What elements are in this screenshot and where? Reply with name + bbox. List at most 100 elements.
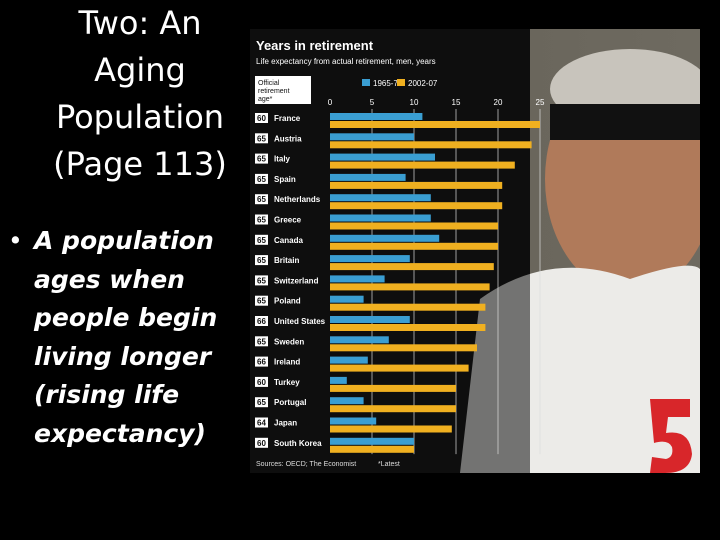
retirement-age-label: 65: [257, 398, 266, 407]
retirement-age-label: 65: [257, 337, 266, 346]
bar-1965-70: [330, 376, 347, 384]
title-line: (Page 113): [53, 145, 227, 183]
bar-2002-07: [330, 425, 452, 433]
country-label: Spain: [274, 175, 296, 184]
bar-1965-70: [330, 234, 440, 242]
retirement-age-label: 66: [257, 317, 266, 326]
country-label: Britain: [274, 256, 299, 265]
bar-2002-07: [330, 222, 498, 230]
bar-1965-70: [330, 356, 368, 364]
bar-1965-70: [330, 275, 385, 283]
x-tick-label: 0: [328, 98, 333, 107]
retirement-age-box: [255, 173, 268, 184]
x-tick-label: 10: [410, 98, 419, 107]
country-label: South Korea: [274, 439, 322, 448]
race-number-shape: [650, 399, 692, 473]
bar-2002-07: [330, 344, 477, 352]
bar-2002-07: [330, 141, 532, 149]
chart-title: Years in retirement: [256, 38, 374, 53]
bar-1965-70: [330, 133, 414, 141]
x-tick-label: 20: [494, 98, 503, 107]
country-label: Japan: [274, 419, 297, 428]
country-label: Ireland: [274, 358, 300, 367]
x-tick-label: 5: [370, 98, 375, 107]
legend-swatch: [362, 79, 370, 86]
bullet-point: • A population ages when people begin li…: [6, 222, 228, 453]
country-label: United States: [274, 317, 326, 326]
bar-2002-07: [330, 283, 490, 291]
retirement-age-label: 64: [257, 419, 266, 428]
bullet-line: ages when: [34, 264, 185, 294]
chart-subtitle: Life expectancy from actual retirement, …: [256, 57, 436, 66]
bar-1965-70: [330, 417, 377, 425]
retirement-age-box: [255, 255, 268, 266]
x-tick-label: 15: [452, 98, 461, 107]
retirement-age-box: [255, 133, 268, 144]
x-axis-ticks: 0 5 10 15 20 25: [328, 98, 545, 107]
retirement-age-label: 65: [257, 256, 266, 265]
bar-1965-70: [330, 113, 423, 120]
retirement-age-label: 60: [257, 439, 266, 448]
headband-shape: [550, 104, 700, 140]
retirement-age-box: [255, 437, 268, 448]
retirement-age-label: 65: [257, 216, 266, 225]
retirement-age-label: 60: [257, 114, 266, 123]
retirement-age-box: [255, 194, 268, 205]
bar-1965-70: [330, 316, 410, 323]
retirement-age-box: [255, 153, 268, 164]
chart-panel: Years in retirement Life expectancy from…: [250, 29, 700, 473]
retirement-header-line: Official: [258, 80, 280, 87]
bar-2002-07: [330, 121, 540, 128]
bar-1965-70: [330, 194, 431, 202]
bar-1965-70: [330, 295, 364, 303]
retirement-age-label: 65: [257, 195, 266, 204]
retirement-bar-chart: Years in retirement Life expectancy from…: [250, 29, 700, 473]
bar-2002-07: [330, 242, 498, 250]
country-label: Netherlands: [274, 195, 321, 204]
legend-swatch: [397, 79, 405, 86]
bar-1965-70: [330, 336, 389, 344]
retirement-age-box: [255, 397, 268, 408]
bar-1965-70: [330, 397, 364, 405]
retirement-header-line: age*: [258, 96, 273, 103]
retirement-age-box: [255, 275, 268, 286]
bar-2002-07: [330, 263, 494, 271]
retirement-age-label: 60: [257, 378, 266, 387]
country-label: Poland: [274, 297, 301, 306]
bar-1965-70: [330, 255, 410, 263]
retirement-age-box: [255, 356, 268, 367]
retirement-age-label: 65: [257, 297, 266, 306]
bullet-dot-icon: •: [8, 226, 23, 255]
retirement-age-box: [255, 214, 268, 225]
title-line: Population: [55, 98, 225, 136]
country-label: Sweden: [274, 337, 304, 346]
retirement-age-box: [255, 295, 268, 306]
retirement-age-box: [255, 376, 268, 387]
country-label: Italy: [274, 155, 291, 164]
chart-rows: 60 France 65 Austria 65 Italy 65 Spain 65 Netherl…: [255, 113, 540, 453]
bullet-line: A population: [34, 226, 214, 255]
bar-1965-70: [330, 153, 435, 161]
slide-title: Two: An Aging Population (Page 113): [40, 0, 240, 188]
legend-label: 1965-70: [373, 79, 403, 88]
legend-label: 2002-07: [408, 79, 438, 88]
bullet-line: (rising life: [34, 380, 180, 409]
bar-1965-70: [330, 437, 414, 445]
bar-2002-07: [330, 364, 469, 372]
retirement-age-box: [255, 417, 268, 428]
bar-1965-70: [330, 173, 406, 181]
title-line: Two: An: [78, 4, 202, 42]
retirement-age-label: 65: [257, 134, 266, 143]
retirement-age-label: 65: [257, 276, 266, 285]
bullet-line: living longer: [34, 341, 212, 371]
chart-footnote: *Latest: [378, 461, 400, 468]
bar-2002-07: [330, 202, 503, 210]
x-tick-label: 25: [536, 98, 545, 107]
retirement-header-line: retirement: [258, 88, 290, 95]
retirement-age-label: 65: [257, 236, 266, 245]
title-line: Aging: [94, 51, 186, 89]
bar-2002-07: [330, 445, 414, 453]
bar-2002-07: [330, 161, 515, 169]
retirement-age-label: 65: [257, 155, 266, 164]
country-label: Turkey: [274, 378, 300, 387]
